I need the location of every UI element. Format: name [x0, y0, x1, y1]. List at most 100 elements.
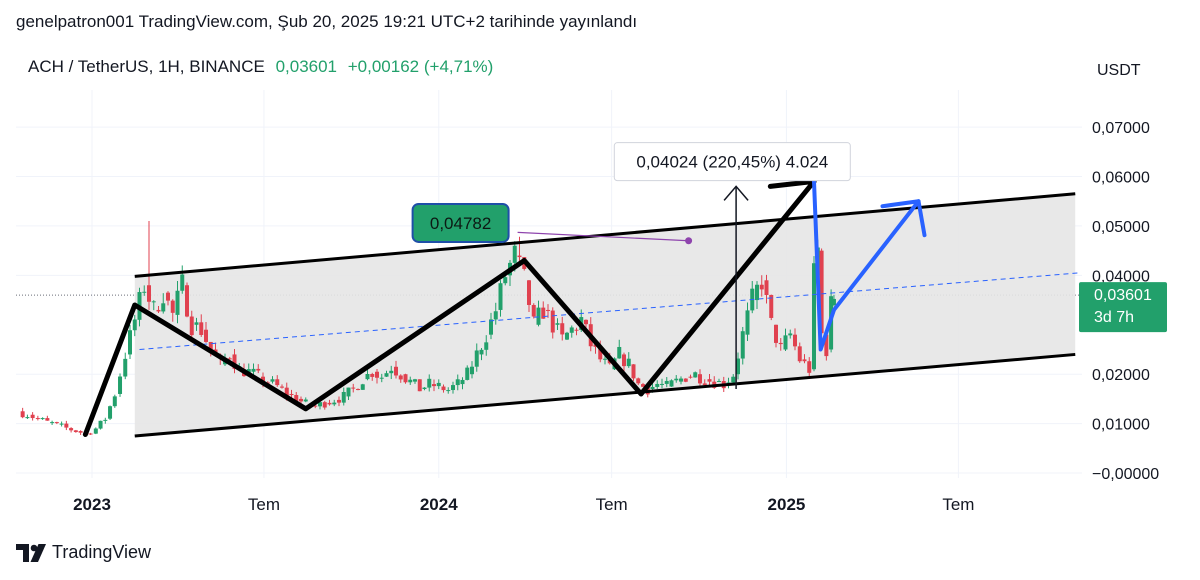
candle-down: [797, 342, 802, 363]
tradingview-logo[interactable]: TradingView: [16, 542, 151, 563]
candle-down: [69, 427, 74, 433]
candle-body: [337, 399, 341, 403]
tradingview-logo-icon: [16, 543, 46, 562]
candle-body: [584, 319, 588, 325]
candle-up: [422, 387, 427, 391]
candle-body: [408, 379, 413, 383]
candle-up: [413, 378, 417, 384]
candle-up: [660, 378, 664, 389]
candle-down: [403, 373, 408, 384]
candle-up: [493, 302, 498, 325]
zigzag-path: [82, 178, 817, 438]
price-annotation-text: 0,04782: [430, 214, 491, 233]
y-tick-label: 0,05000: [1092, 219, 1150, 236]
candle-up: [455, 374, 460, 391]
x-tick-label: Tem: [942, 495, 974, 514]
candle-up: [498, 280, 503, 317]
candle-up: [128, 324, 132, 359]
candle-up: [59, 421, 64, 427]
candle-body: [603, 358, 607, 360]
candle-body: [422, 387, 427, 390]
candle-body: [688, 376, 693, 378]
candle-up: [360, 383, 365, 390]
last-price: 0,03601: [275, 57, 338, 76]
candle-down: [78, 430, 83, 435]
candle-up: [436, 379, 441, 390]
candle-up: [736, 352, 740, 380]
candle-body: [73, 430, 78, 433]
candle-body: [759, 284, 764, 290]
candle-down: [356, 388, 360, 391]
candle-body: [185, 285, 189, 317]
x-axis: 2023 Tem 2024 Tem 2025 Tem: [73, 495, 974, 514]
price-annotation-box: [411, 202, 510, 243]
candle-body: [151, 301, 156, 303]
candle-up: [25, 414, 30, 419]
candle-body: [98, 420, 103, 429]
candle-up: [679, 376, 683, 385]
candle-down: [232, 348, 237, 374]
candle-down: [375, 368, 379, 384]
candle-body: [436, 382, 441, 387]
candle-down: [45, 415, 50, 421]
candle-body: [455, 379, 460, 386]
x-tick-label: Tem: [248, 495, 280, 514]
candle-body: [460, 379, 465, 385]
candle-down: [166, 291, 170, 306]
candle-body: [479, 349, 484, 355]
candle-down: [398, 374, 403, 383]
candle-up: [565, 331, 569, 340]
candle-body: [284, 387, 289, 397]
candle-down: [432, 379, 436, 392]
candle-up: [465, 365, 470, 381]
candle-down: [759, 275, 764, 297]
candle-body: [793, 334, 797, 347]
candle-up: [674, 375, 679, 383]
candle-body: [170, 300, 175, 313]
candle-up: [717, 378, 721, 383]
candle-body: [365, 374, 370, 380]
candle-down: [199, 314, 204, 337]
candle-body: [20, 411, 25, 418]
candle-up: [731, 374, 736, 385]
candle-body: [351, 387, 356, 389]
symbol-legend[interactable]: ACH / TetherUS, 1H, BINANCE 0,03601 +0,0…: [28, 57, 499, 77]
candle-up: [408, 376, 413, 385]
candle-down: [73, 429, 78, 433]
candle-body: [812, 263, 816, 370]
candle-body: [465, 367, 470, 380]
candle-down: [35, 415, 40, 421]
candle-body: [745, 310, 750, 335]
candle-down: [170, 299, 175, 322]
candle-body: [54, 422, 59, 424]
x-tick-label: 2023: [73, 495, 111, 514]
callout-line: [517, 231, 689, 242]
candle-body: [175, 290, 180, 315]
channel-fill: [134, 193, 1076, 436]
candle-body: [824, 334, 829, 357]
candle-up: [346, 387, 351, 400]
candle-up: [389, 365, 394, 380]
candle-up: [489, 312, 493, 340]
candle-body: [636, 378, 641, 384]
candle-up: [740, 326, 745, 365]
candle-down: [185, 282, 189, 318]
candle-up: [50, 420, 55, 425]
candle-body: [384, 373, 389, 377]
candle-body: [650, 386, 655, 390]
candle-body: [470, 366, 474, 375]
candle-down: [256, 364, 261, 374]
candle-up: [103, 417, 108, 424]
candle-body: [683, 378, 688, 382]
y-tick-label: 0,04000: [1092, 268, 1150, 285]
currency-label: USDT: [1097, 62, 1141, 79]
candle-down: [819, 248, 824, 336]
candle-body: [446, 390, 451, 392]
candle-up: [745, 302, 750, 341]
candle-body: [664, 380, 669, 384]
candle-body: [541, 307, 546, 319]
candle-up: [693, 371, 698, 378]
candle-down: [636, 377, 641, 386]
current-price-label: 0,03601: [1094, 287, 1152, 304]
